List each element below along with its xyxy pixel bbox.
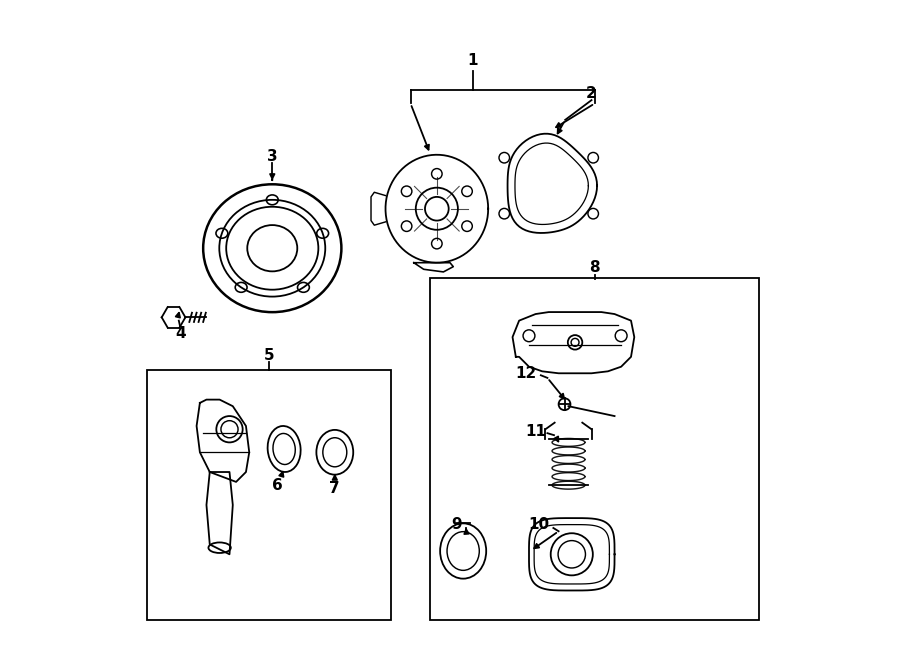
Text: 1: 1: [468, 53, 478, 68]
Text: 8: 8: [590, 260, 600, 276]
Text: 10: 10: [528, 517, 549, 532]
Bar: [148, 370, 391, 620]
Text: 11: 11: [525, 424, 546, 440]
Text: 12: 12: [515, 366, 536, 381]
Bar: [430, 278, 760, 620]
Text: 9: 9: [451, 517, 462, 532]
Text: 7: 7: [329, 481, 340, 496]
Text: 6: 6: [272, 478, 283, 492]
Text: 2: 2: [586, 86, 597, 101]
Text: 4: 4: [175, 327, 185, 341]
Text: 5: 5: [264, 348, 274, 363]
Text: 3: 3: [267, 149, 277, 163]
